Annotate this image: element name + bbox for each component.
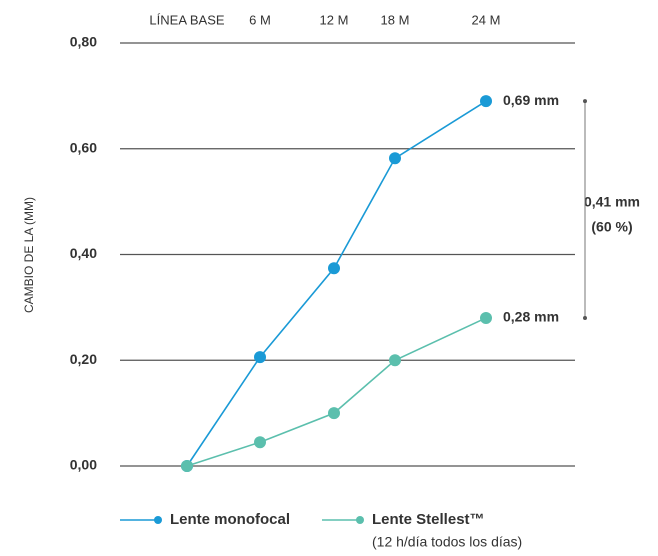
x-tick-label: 12 M (320, 12, 349, 27)
point (181, 460, 193, 472)
y-tick-label: 0,80 (70, 34, 97, 50)
point (480, 311, 492, 324)
x-tick-label: 24 M (472, 12, 501, 27)
bracket-end (583, 315, 587, 320)
line (186, 317, 487, 467)
y-tick-label: 0,00 (70, 457, 97, 473)
value-label: 0,28 mm (503, 309, 559, 325)
x-tick-label: LÍNEA BASE (149, 12, 224, 27)
annotation: (60 %) (591, 219, 632, 235)
legend-label: Lente Stellest™ (372, 511, 485, 528)
point (328, 407, 340, 420)
point (254, 436, 266, 449)
x-tick-label: 6 M (249, 12, 271, 27)
annotation: 0,41 mm (584, 194, 640, 210)
point (480, 95, 492, 108)
legend-marker (356, 516, 364, 524)
value-label: 0,69 mm (503, 92, 559, 108)
y-tick-label: 0,40 (70, 245, 97, 261)
y-axis-label: CAMBIO DE LA (MM) (22, 197, 36, 313)
y-tick-label: 0,20 (70, 351, 97, 367)
bracket-end (583, 99, 587, 104)
legend-marker (154, 516, 162, 524)
point (389, 152, 401, 165)
legend-label: Lente monofocal (170, 511, 290, 528)
legend-note: (12 h/día todos los días) (372, 534, 522, 550)
y-tick-label: 0,60 (70, 139, 97, 155)
point (389, 354, 401, 367)
point (254, 351, 266, 364)
point (328, 262, 340, 275)
x-tick-label: 18 M (381, 12, 410, 27)
